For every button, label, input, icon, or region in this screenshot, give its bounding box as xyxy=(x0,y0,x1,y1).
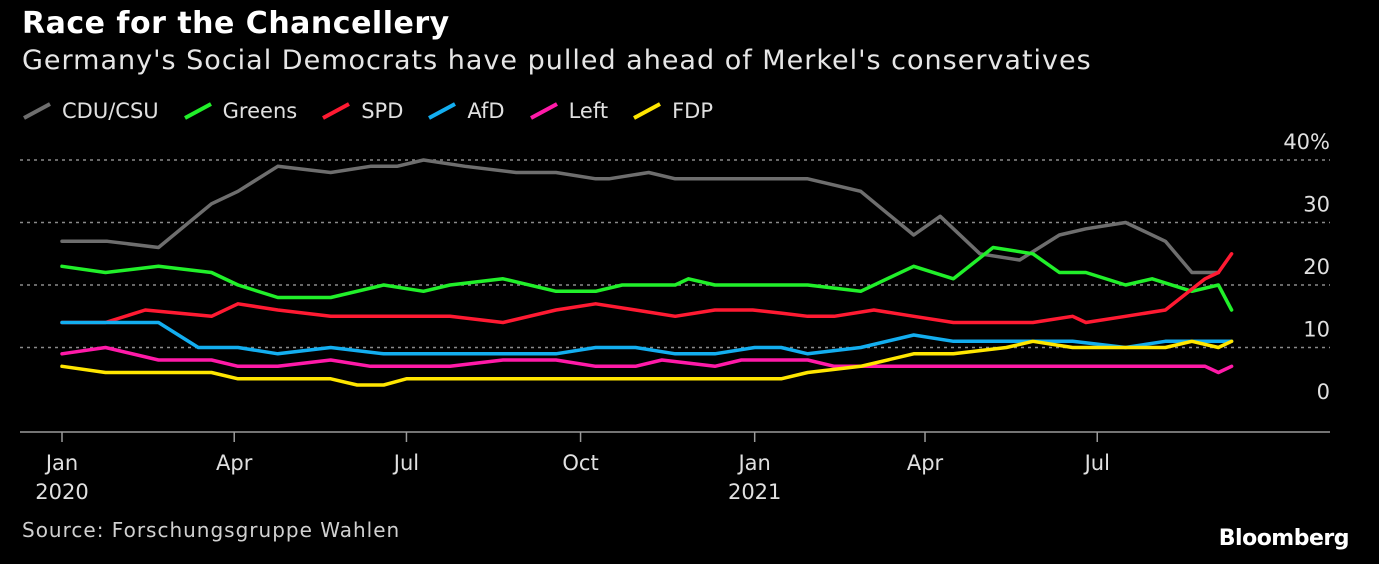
y-tick-label-0: 0 xyxy=(1317,380,1330,404)
x-tick-label-6: Jul xyxy=(1083,451,1110,475)
y-tick-label-10: 10 xyxy=(1303,318,1330,342)
series-line-spd xyxy=(60,252,1234,325)
legend-item-afd: AfD xyxy=(425,99,505,123)
y-tick-label-40: 40% xyxy=(1283,130,1330,154)
x-tick-label-0: Jan xyxy=(44,451,78,475)
legend-item-left: Left xyxy=(527,99,609,123)
x-tick-label-2: Jul xyxy=(392,451,419,475)
source-note: Source: Forschungsgruppe Wahlen xyxy=(22,518,401,542)
x-tick-label-5: Apr xyxy=(907,451,944,475)
chart-subtitle: Germany's Social Democrats have pulled a… xyxy=(22,45,1092,76)
legend-item-spd: SPD xyxy=(319,99,403,123)
legend-label-afd: AfD xyxy=(467,99,505,123)
legend-swatch-greens xyxy=(183,102,212,120)
x-tick-label-3: Oct xyxy=(562,451,598,475)
y-tick-label-20: 20 xyxy=(1303,255,1330,279)
legend-swatch-spd xyxy=(322,102,351,120)
legend-label-spd: SPD xyxy=(361,99,404,123)
legend-swatch-afd xyxy=(428,102,457,120)
series-line-fdp xyxy=(60,339,1234,387)
legend-label-fdp: FDP xyxy=(672,99,713,123)
legend-item-greens: Greens xyxy=(181,99,298,123)
legend-label-greens: Greens xyxy=(222,99,298,123)
x-tick-sublabel-0: 2020 xyxy=(35,480,88,504)
y-tick-label-30: 30 xyxy=(1303,193,1330,217)
bloomberg-logo: Bloomberg xyxy=(1218,526,1350,551)
x-tick-sublabel-4: 2021 xyxy=(728,480,781,504)
series-line-afd xyxy=(60,320,1234,356)
x-tick-label-1: Apr xyxy=(216,451,253,475)
x-tick-label-4: Jan xyxy=(736,451,770,475)
legend-item-fdp: FDP xyxy=(630,99,713,123)
legend-swatch-fdp xyxy=(633,102,662,120)
series-line-greens xyxy=(60,245,1234,312)
chart-title: Race for the Chancellery xyxy=(22,6,450,41)
series-line-left xyxy=(60,345,1234,375)
legend-swatch-left xyxy=(529,102,558,120)
legend: CDU/CSU Greens SPD AfD Left FDP xyxy=(20,96,735,126)
series-line-cdu-csu xyxy=(60,158,1221,275)
legend-label-cdu-csu: CDU/CSU xyxy=(62,99,159,123)
legend-label-left: Left xyxy=(568,99,609,123)
legend-item-cdu-csu: CDU/CSU xyxy=(20,99,159,123)
legend-swatch-cdu-csu xyxy=(23,102,51,120)
